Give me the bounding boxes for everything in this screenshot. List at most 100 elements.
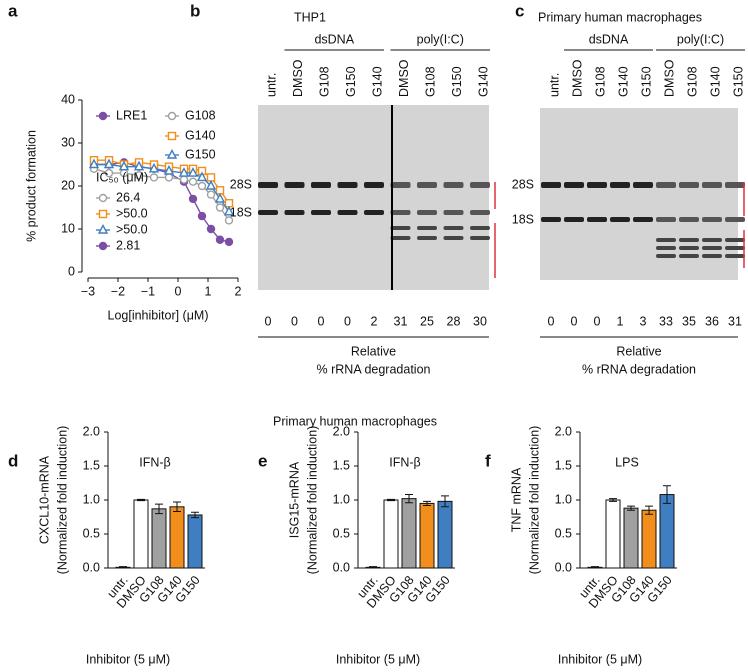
error-bar: [627, 505, 635, 511]
bar: [401, 498, 417, 569]
ic50-title: IC₅₀ (μM): [96, 170, 148, 184]
y-axis-label: ISG15-mRNA: [287, 461, 301, 538]
band-18s: [390, 210, 411, 215]
degradation-value: 31: [394, 314, 408, 328]
group-label: poly(I:C): [417, 32, 464, 46]
band-degraded: [679, 246, 699, 250]
band-degraded: [702, 238, 722, 242]
y-tick-label: 1.0: [83, 492, 100, 506]
degradation-value: 3: [640, 314, 647, 328]
error-bar: [645, 505, 653, 515]
band-degraded: [725, 254, 745, 258]
data-point: [188, 177, 198, 186]
y-tick-label: 0.0: [83, 560, 100, 574]
error-bar: [405, 494, 413, 504]
y-axis-label: (Normalized fold induction): [305, 426, 319, 575]
band-degraded: [725, 246, 745, 250]
band-28s: [443, 182, 464, 188]
lane-label: G140: [476, 66, 490, 97]
band-18s: [679, 217, 699, 222]
x-axis-label: Inhibitor (5 μM): [558, 652, 642, 666]
y-tick-label: 30: [61, 135, 75, 149]
error-bar: [191, 511, 199, 519]
ic50-value: >50.0: [116, 206, 148, 220]
caption: Relative: [351, 344, 396, 358]
band-28s: [364, 182, 384, 188]
degradation-value: 33: [659, 314, 673, 328]
legend-label: LRE1: [116, 108, 147, 122]
x-axis-label: Inhibitor (5 μM): [86, 652, 170, 666]
gel-title: THP1: [294, 10, 326, 24]
band-18s: [443, 210, 464, 215]
bar: [383, 499, 399, 569]
legend-marker: [167, 111, 177, 121]
y-tick-label: 2.0: [555, 424, 572, 438]
error-bar: [663, 485, 671, 504]
band-28s: [417, 182, 437, 188]
x-tick-label: 1: [205, 284, 212, 298]
panel-label: f: [485, 451, 491, 470]
y-tick-label: 0.5: [333, 526, 350, 540]
legend-marker: [98, 111, 108, 121]
band-label: 18S: [512, 212, 534, 226]
band-28s: [337, 182, 358, 188]
band-degraded: [702, 246, 722, 250]
error-bar: [387, 498, 395, 502]
band-18s: [610, 217, 630, 222]
ic50-value: 26.4: [116, 190, 140, 204]
band-label: 18S: [230, 205, 252, 219]
degradation-value: 36: [705, 314, 719, 328]
band-degraded: [679, 254, 699, 258]
degradation-value: 31: [728, 314, 742, 328]
x-tick-label: −1: [141, 284, 155, 298]
panel-label: a: [8, 1, 18, 20]
degradation-value: 25: [420, 314, 434, 328]
data-point: [104, 168, 114, 178]
degradation-value: 2: [371, 314, 378, 328]
band-degraded: [417, 226, 437, 230]
ic50-marker: [98, 241, 108, 251]
y-tick-label: 0: [68, 264, 75, 278]
band-28s: [656, 182, 676, 188]
y-tick-label: 0.5: [83, 526, 100, 540]
error-bar: [423, 500, 431, 506]
band-degraded: [443, 226, 464, 230]
degradation-value: 0: [318, 314, 325, 328]
bar: [151, 508, 167, 569]
lane-label: G108: [317, 66, 331, 97]
lane-label: DMSO: [291, 59, 305, 97]
bar: [659, 494, 675, 569]
y-tick-label: 1.0: [333, 492, 350, 506]
band-28s: [587, 182, 607, 188]
ic50-value: 2.81: [116, 238, 140, 252]
y-tick-label: 40: [61, 92, 75, 106]
band-18s: [702, 217, 722, 222]
band-label: 28S: [230, 177, 252, 191]
data-point: [163, 164, 175, 175]
panel-label: b: [190, 1, 200, 20]
band-28s: [470, 182, 490, 188]
x-axis-label: Inhibitor (5 μM): [336, 652, 420, 666]
lane-label: G140: [708, 66, 722, 97]
error-bar: [119, 566, 127, 569]
lane-label: DMSO: [397, 59, 411, 97]
panel-label: d: [8, 451, 18, 470]
bar: [133, 499, 149, 569]
degradation-value: 0: [571, 314, 578, 328]
data-point: [215, 186, 225, 195]
legend-marker: [167, 131, 177, 141]
y-tick-label: 0.5: [555, 526, 572, 540]
lane-label: DMSO: [662, 59, 676, 97]
data-point: [103, 158, 115, 169]
legend-label: G108: [185, 108, 216, 122]
band-18s: [258, 210, 278, 215]
error-bar: [155, 503, 163, 515]
data-point: [187, 167, 199, 177]
band-18s: [417, 210, 437, 215]
degradation-value: 28: [447, 314, 461, 328]
band-18s: [541, 217, 561, 222]
chart-title: LPS: [615, 455, 639, 469]
band-18s: [725, 217, 745, 222]
data-point: [206, 190, 216, 199]
